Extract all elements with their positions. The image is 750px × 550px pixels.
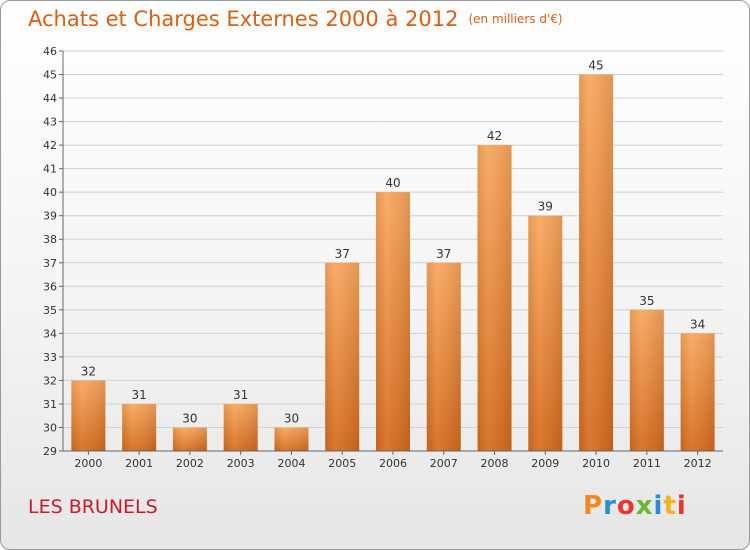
bar-value-label: 45 — [588, 59, 603, 73]
logo-letter: i — [653, 491, 664, 521]
logo-letter: r — [603, 491, 617, 521]
logo-letter: o — [616, 491, 636, 521]
bar-value-label: 30 — [284, 411, 299, 425]
y-tick-label: 44 — [43, 92, 57, 105]
bar-shade — [680, 333, 715, 451]
bar-value-label: 35 — [639, 294, 654, 308]
bar-value-label: 31 — [132, 388, 147, 402]
bar-value-label: 30 — [182, 411, 197, 425]
chart-title-text: Achats et Charges Externes 2000 à 2012 — [28, 7, 459, 31]
bar-shade — [579, 74, 614, 451]
logo-letter: P — [583, 491, 604, 521]
bar-shade — [477, 145, 512, 451]
x-tick-label: 2005 — [328, 457, 356, 470]
bar-value-label: 34 — [690, 317, 705, 331]
bar-shade — [274, 427, 309, 451]
logo-letter: x — [635, 491, 654, 521]
y-tick-label: 41 — [43, 163, 57, 176]
y-tick-label: 45 — [43, 69, 57, 82]
bar-shade — [122, 403, 157, 451]
x-tick-label: 2002 — [176, 457, 204, 470]
y-tick-label: 46 — [43, 45, 57, 58]
x-tick-label: 2007 — [430, 457, 458, 470]
y-tick-label: 34 — [43, 327, 57, 340]
bar-value-label: 40 — [385, 176, 400, 190]
bar-shade — [426, 262, 461, 451]
y-tick-label: 43 — [43, 116, 57, 129]
bar-shade — [223, 403, 258, 451]
x-tick-label: 2012 — [684, 457, 712, 470]
bar-value-label: 32 — [81, 364, 96, 378]
bar-shade — [172, 427, 207, 451]
x-tick-label: 2003 — [227, 457, 255, 470]
logo-letter: t — [663, 491, 677, 521]
proxiti-logo: Proxiti — [583, 491, 687, 521]
bar-value-label: 37 — [436, 247, 451, 261]
y-tick-label: 30 — [43, 421, 57, 434]
y-tick-label: 33 — [43, 351, 57, 364]
y-tick-label: 38 — [43, 233, 57, 246]
bar-value-label: 42 — [487, 129, 502, 143]
x-tick-label: 2009 — [531, 457, 559, 470]
chart-title-unit: (en milliers d'€) — [468, 12, 563, 26]
y-tick-label: 39 — [43, 210, 57, 223]
bar-shade — [376, 192, 410, 452]
y-tick-label: 36 — [43, 280, 57, 293]
y-tick-label: 37 — [43, 257, 57, 270]
y-tick-label: 32 — [43, 374, 57, 387]
bar-value-label: 39 — [538, 200, 553, 214]
x-tick-label: 2004 — [277, 457, 305, 470]
y-tick-label: 35 — [43, 304, 57, 317]
bar-value-label: 31 — [233, 388, 248, 402]
y-tick-label: 29 — [43, 445, 57, 458]
bar-shade — [629, 309, 664, 451]
y-tick-label: 40 — [43, 186, 57, 199]
x-tick-label: 2008 — [481, 457, 509, 470]
logo-letter: i — [676, 491, 687, 521]
y-tick-label: 31 — [43, 398, 57, 411]
x-tick-label: 2010 — [582, 457, 610, 470]
bar-shade — [325, 262, 360, 451]
x-tick-label: 2006 — [379, 457, 407, 470]
bar-shade — [71, 380, 106, 451]
chart-title: Achats et Charges Externes 2000 à 2012 (e… — [28, 7, 563, 31]
x-tick-label: 2001 — [125, 457, 153, 470]
y-tick-label: 42 — [43, 139, 57, 152]
commune-name: LES BRUNELS — [28, 496, 158, 518]
x-tick-label: 2000 — [74, 457, 102, 470]
bar-value-label: 37 — [335, 247, 350, 261]
bar-shade — [528, 215, 563, 451]
x-tick-label: 2011 — [633, 457, 661, 470]
